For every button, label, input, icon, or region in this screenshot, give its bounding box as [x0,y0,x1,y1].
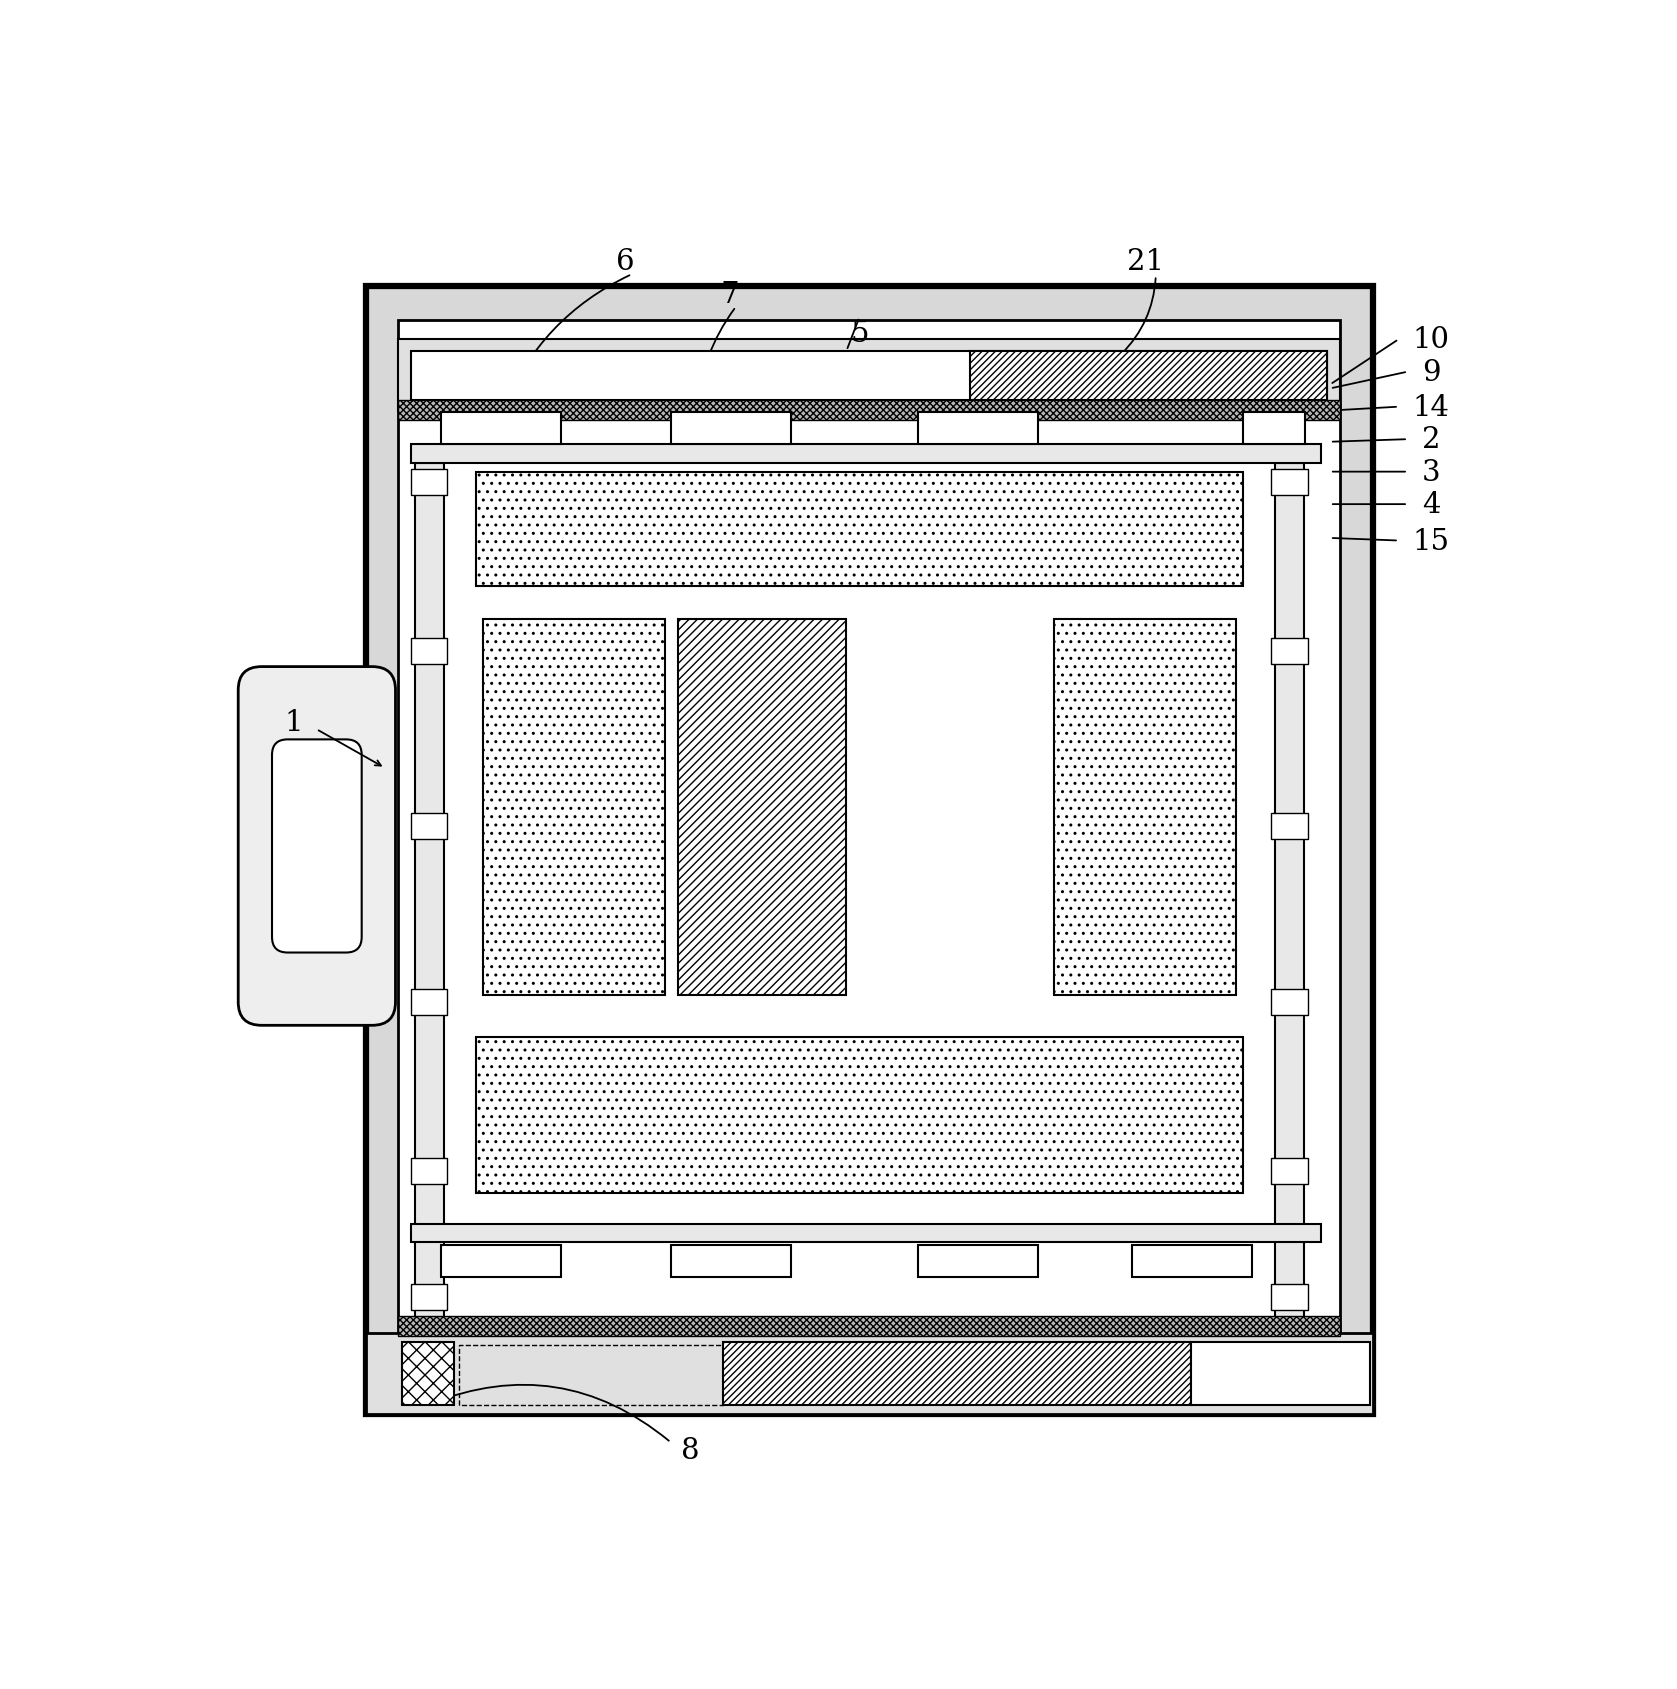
Bar [476,1037,1243,1192]
Bar [476,473,1243,586]
Bar [723,1343,1191,1405]
Text: 5: 5 [850,319,869,348]
Bar [411,470,448,497]
Bar [411,446,1321,463]
FancyBboxPatch shape [272,740,362,953]
Text: 21: 21 [1127,248,1164,275]
Text: 9: 9 [1422,358,1441,387]
Text: 1: 1 [285,709,304,736]
Bar [411,990,448,1015]
Bar [671,1245,790,1277]
Bar [917,1245,1038,1277]
Text: 14: 14 [1412,394,1451,422]
Bar [366,1334,1373,1414]
Bar [411,814,448,839]
Bar [397,339,1340,412]
Text: 10: 10 [1412,326,1451,355]
Bar [1191,1343,1370,1405]
Bar [1132,1245,1253,1277]
Text: 3: 3 [1422,458,1441,486]
Bar [1271,470,1308,497]
Bar [411,1159,448,1184]
Bar [1271,638,1308,664]
Bar [411,1225,1321,1243]
Bar [671,412,790,446]
Bar [483,620,664,997]
Text: 6: 6 [615,248,636,275]
Bar [441,1245,560,1277]
Text: 2: 2 [1422,426,1441,454]
Bar [411,638,448,664]
Bar [411,1284,448,1311]
Bar [1271,1159,1308,1184]
Bar [1275,463,1305,1334]
Bar [1055,620,1236,997]
Bar [969,351,1327,400]
Bar [1243,412,1305,446]
Text: 4: 4 [1422,491,1441,519]
Bar [411,351,1327,400]
Bar [402,1343,454,1405]
Bar [366,287,1373,1414]
Text: 15: 15 [1412,527,1451,556]
Text: 8: 8 [681,1436,699,1464]
FancyBboxPatch shape [238,667,396,1025]
Bar [397,400,1340,421]
Text: 7: 7 [719,280,740,309]
Bar [441,412,560,446]
Bar [397,1317,1340,1336]
Bar [917,412,1038,446]
Bar [397,321,1340,1378]
Bar [1271,1284,1308,1311]
Bar [1271,990,1308,1015]
Bar [1271,814,1308,839]
Bar [678,620,847,997]
Bar [414,463,443,1334]
